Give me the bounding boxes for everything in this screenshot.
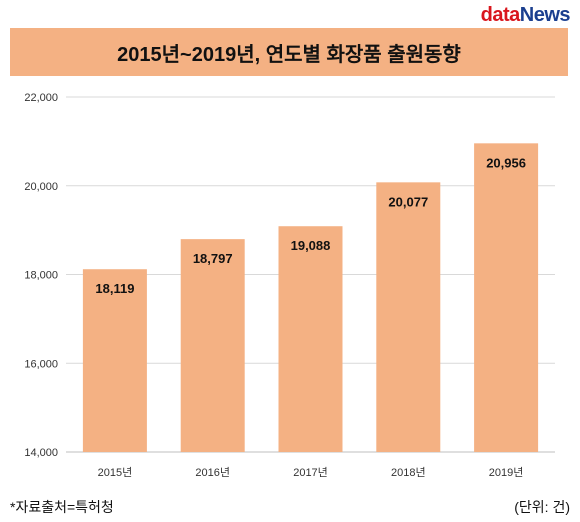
bar-value-label: 20,956 — [486, 155, 526, 170]
bar — [278, 226, 343, 452]
y-tick-label: 18,000 — [24, 270, 58, 282]
x-tick-label: 2018년 — [391, 466, 426, 479]
logo-part-news: News — [519, 4, 571, 26]
x-tick-label: 2017년 — [293, 466, 328, 479]
datanews-logo: dataNews — [480, 4, 571, 27]
y-tick-label: 20,000 — [24, 181, 58, 193]
bar-value-label: 19,088 — [291, 238, 331, 253]
logo-part-data: data — [480, 4, 521, 26]
unit-note: (단위: 건) — [514, 499, 570, 515]
x-tick-label: 2019년 — [489, 466, 524, 479]
bar-chart: 14,000 16,000 18,000 20,000 22,000 18,119 2015… — [24, 92, 555, 479]
y-tick-label: 16,000 — [24, 358, 58, 370]
bar — [376, 182, 441, 452]
x-tick-label: 2015년 — [98, 466, 133, 479]
bar-value-label: 18,119 — [95, 281, 134, 296]
bar — [474, 143, 539, 452]
chart-title-banner: 2015년~2019년, 연도별 화장품 출원동향 — [10, 28, 568, 76]
bar-value-label: 18,797 — [193, 251, 233, 266]
bar — [82, 269, 147, 452]
y-tick-label: 22,000 — [24, 92, 58, 104]
label-layer: 14,000 16,000 18,000 20,000 22,000 18,119 2015… — [24, 92, 526, 479]
source-note: *자료출처=특허청 — [10, 499, 114, 515]
bar-value-label: 20,077 — [388, 194, 428, 209]
x-tick-label: 2016년 — [195, 466, 230, 479]
y-tick-label: 14,000 — [24, 447, 58, 459]
bar — [180, 239, 245, 452]
chart-title: 2015년~2019년, 연도별 화장품 출원동향 — [117, 43, 461, 66]
bar-layer — [82, 143, 539, 452]
